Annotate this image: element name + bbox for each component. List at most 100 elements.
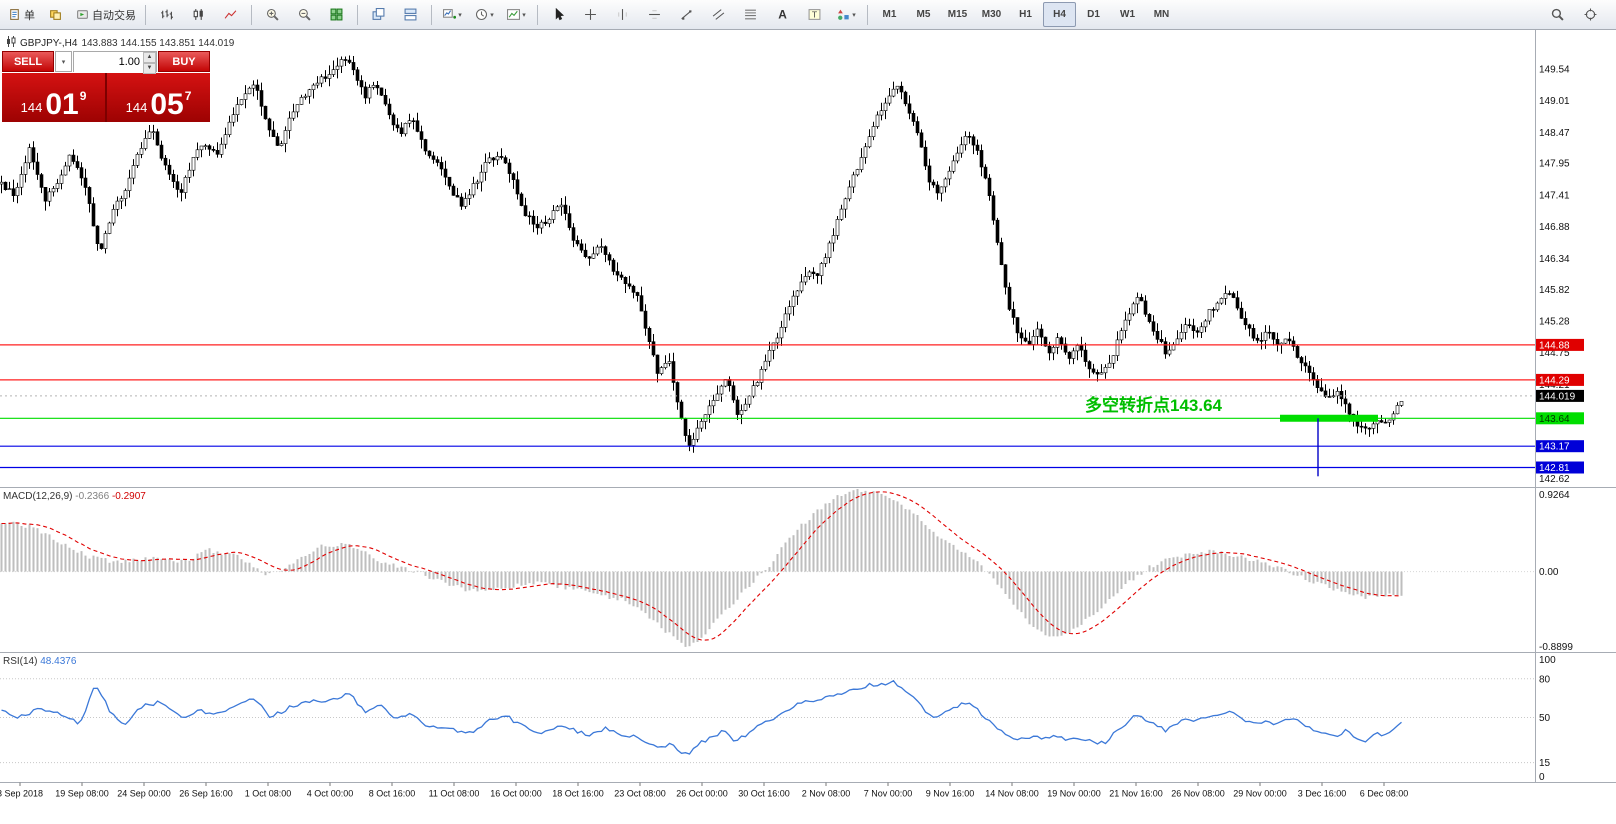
volume-down-button[interactable]: ▼ xyxy=(143,63,156,74)
timeframe-m30-button[interactable]: M30 xyxy=(975,2,1008,27)
cursor-button[interactable] xyxy=(543,2,574,27)
candlestick-chart-button[interactable] xyxy=(183,2,214,27)
toolbar-right-group xyxy=(1542,2,1612,27)
text-button[interactable]: A xyxy=(767,2,798,27)
timeframe-w1-label: W1 xyxy=(1120,9,1135,20)
text-label-button[interactable]: T xyxy=(799,2,830,27)
svg-text:3 Dec 16:00: 3 Dec 16:00 xyxy=(1298,789,1347,799)
cascade-windows-button[interactable] xyxy=(395,2,426,27)
svg-text:16 Oct 00:00: 16 Oct 00:00 xyxy=(490,789,542,799)
trendline-icon xyxy=(680,8,693,21)
vertical-line-button[interactable] xyxy=(607,2,638,27)
text-icon: A xyxy=(776,8,789,21)
timeframe-h4-button[interactable]: H4 xyxy=(1043,2,1076,27)
symbol-name: GBPJPY-,H4 xyxy=(20,37,78,49)
rsi-label: RSI(14) 48.4376 xyxy=(3,656,77,667)
trendline-button[interactable] xyxy=(671,2,702,27)
volume-up-button[interactable]: ▲ xyxy=(143,52,156,63)
arrows-button[interactable]: ▾ xyxy=(831,2,862,27)
dropdown-arrow-icon[interactable]: ▾ xyxy=(458,11,462,19)
dropdown-arrow-icon[interactable]: ▾ xyxy=(852,11,856,19)
svg-text:142.81: 142.81 xyxy=(1539,463,1570,474)
svg-text:4 Oct 00:00: 4 Oct 00:00 xyxy=(307,789,354,799)
new-chart-button[interactable]: ▾ xyxy=(437,2,468,27)
price-axis[interactable]: 149.54 149.01 148.47 147.95 147.41 146.88 146.… xyxy=(1536,65,1584,783)
charts-stack-button[interactable] xyxy=(40,2,71,27)
autotrade-label: 自动交易 xyxy=(92,9,136,22)
buy-button[interactable]: BUY xyxy=(158,51,210,72)
timeframe-d1-label: D1 xyxy=(1087,9,1100,20)
timeframe-w1-button[interactable]: W1 xyxy=(1111,2,1144,27)
vertical-line-icon xyxy=(616,8,629,21)
svg-text:19 Nov 00:00: 19 Nov 00:00 xyxy=(1047,789,1101,799)
svg-text:-0.8899: -0.8899 xyxy=(1539,642,1573,653)
chart-svg[interactable]: 多空转折点143.64 MACD(12,26,9) -0.2366 -0.2907… xyxy=(0,30,1616,824)
toolbar-separator xyxy=(357,4,358,25)
sell-price-pips: 01 xyxy=(45,87,79,121)
timeframe-m5-button[interactable]: M5 xyxy=(907,2,940,27)
zoom-in-button[interactable] xyxy=(257,2,288,27)
timeframe-h1-button[interactable]: H1 xyxy=(1009,2,1042,27)
svg-text:149.54: 149.54 xyxy=(1539,65,1570,76)
line-chart-button[interactable] xyxy=(215,2,246,27)
volume-input[interactable] xyxy=(74,52,156,72)
svg-text:26 Sep 16:00: 26 Sep 16:00 xyxy=(179,789,233,799)
timeframe-m15-button[interactable]: M15 xyxy=(941,2,974,27)
timeframe-mn-button[interactable]: MN xyxy=(1145,2,1178,27)
timeframe-m5-label: M5 xyxy=(916,9,931,20)
volume-dropdown-button[interactable]: ▾ xyxy=(55,51,72,72)
svg-text:24 Sep 00:00: 24 Sep 00:00 xyxy=(117,789,171,799)
svg-text:144.019: 144.019 xyxy=(1539,391,1576,402)
price-panel[interactable]: 多空转折点143.64 xyxy=(0,55,1535,477)
svg-text:7 Nov 00:00: 7 Nov 00:00 xyxy=(864,789,913,799)
tile-windows-button[interactable] xyxy=(321,2,352,27)
svg-text:50: 50 xyxy=(1539,713,1551,724)
dropdown-arrow-icon[interactable]: ▾ xyxy=(490,11,494,19)
svg-text:A: A xyxy=(778,8,787,21)
sell-button[interactable]: SELL xyxy=(2,51,54,72)
chart-mini-icon xyxy=(6,36,16,50)
svg-text:9 Nov 16:00: 9 Nov 16:00 xyxy=(926,789,975,799)
autotrade-button[interactable]: 自动交易 xyxy=(72,2,140,27)
zoom-out-button[interactable] xyxy=(289,2,320,27)
svg-text:15: 15 xyxy=(1539,758,1551,769)
crosshair-icon xyxy=(584,8,597,21)
timeframe-d1-button[interactable]: D1 xyxy=(1077,2,1110,27)
auto-arrange-button[interactable] xyxy=(363,2,394,27)
buy-price-display[interactable]: 144 05 7 xyxy=(107,73,210,122)
timeframe-mn-label: MN xyxy=(1153,9,1170,20)
buy-price-big-figure: 144 xyxy=(125,99,148,115)
search-icon xyxy=(1551,8,1564,21)
macd-panel[interactable]: MACD(12,26,9) -0.2366 -0.2907 xyxy=(0,489,1535,647)
timeframe-m1-button[interactable]: M1 xyxy=(873,2,906,27)
profiles-button[interactable]: ▾ xyxy=(469,2,500,27)
bar-chart-button[interactable] xyxy=(151,2,182,27)
crosshair-target-button[interactable] xyxy=(1575,2,1606,27)
svg-text:145.28: 145.28 xyxy=(1539,317,1570,328)
toolbar-separator xyxy=(145,4,146,25)
horizontal-line-button[interactable] xyxy=(639,2,670,27)
cursor-icon xyxy=(552,8,565,21)
symbol-ohlc-label: GBPJPY-,H4 143.883 144.155 143.851 144.0… xyxy=(6,36,234,50)
bar-chart-icon xyxy=(160,8,173,21)
dropdown-arrow-icon[interactable]: ▾ xyxy=(522,11,526,19)
timeframe-m1-label: M1 xyxy=(882,9,897,20)
templates-button[interactable]: ▾ xyxy=(501,2,532,27)
rsi-panel[interactable]: RSI(14) 48.4376 xyxy=(0,656,1535,764)
svg-text:143.17: 143.17 xyxy=(1539,442,1570,453)
svg-text:19 Sep 08:00: 19 Sep 08:00 xyxy=(55,789,109,799)
search-button[interactable] xyxy=(1542,2,1573,27)
svg-text:80: 80 xyxy=(1539,674,1551,685)
new-order-button[interactable]: 单 xyxy=(4,2,39,27)
crosshair-button[interactable] xyxy=(575,2,606,27)
time-axis[interactable]: 3 Sep 2018 19 Sep 08:00 24 Sep 00:00 26 Sep… xyxy=(0,782,1408,799)
equidistant-channel-button[interactable] xyxy=(703,2,734,27)
svg-text:149.01: 149.01 xyxy=(1539,96,1570,107)
sell-price-display[interactable]: 144 01 9 xyxy=(2,73,105,122)
timeframe-m30-label: M30 xyxy=(981,9,1002,20)
svg-text:144.29: 144.29 xyxy=(1539,375,1570,386)
svg-text:1 Oct 08:00: 1 Oct 08:00 xyxy=(245,789,292,799)
svg-text:144.88: 144.88 xyxy=(1539,340,1570,351)
svg-text:142.62: 142.62 xyxy=(1539,474,1570,485)
fibonacci-button[interactable] xyxy=(735,2,766,27)
